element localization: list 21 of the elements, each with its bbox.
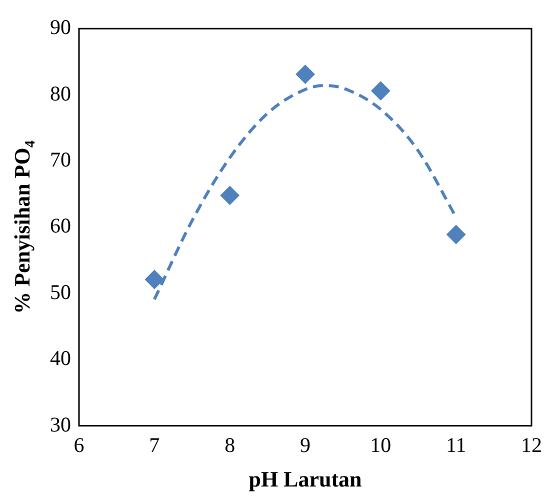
x-tick-label: 9	[300, 432, 310, 457]
x-axis-title: pH Larutan	[248, 466, 362, 492]
x-tick-label: 12	[521, 432, 542, 457]
point	[296, 64, 315, 84]
x-tick-label: 6	[74, 432, 84, 457]
point	[371, 81, 390, 100]
point	[446, 224, 466, 244]
y-tick-label: 90	[50, 15, 71, 40]
y-tick-label: 40	[50, 346, 71, 370]
x-tick-label: 11	[446, 432, 466, 457]
point	[144, 270, 164, 289]
y-tick-label: 80	[50, 81, 71, 106]
y-axis-title: % Penyisihan PO4	[10, 140, 38, 314]
x-tick-label: 8	[224, 432, 236, 457]
y-tick-label: 70	[50, 148, 71, 172]
y-tick-label: 30	[50, 412, 71, 436]
y-tick-label: 50	[50, 280, 71, 304]
x-tick-label: 10	[370, 432, 392, 457]
x-tick-label: 7	[149, 432, 160, 457]
point	[220, 186, 240, 205]
y-tick-label: 60	[50, 214, 71, 238]
